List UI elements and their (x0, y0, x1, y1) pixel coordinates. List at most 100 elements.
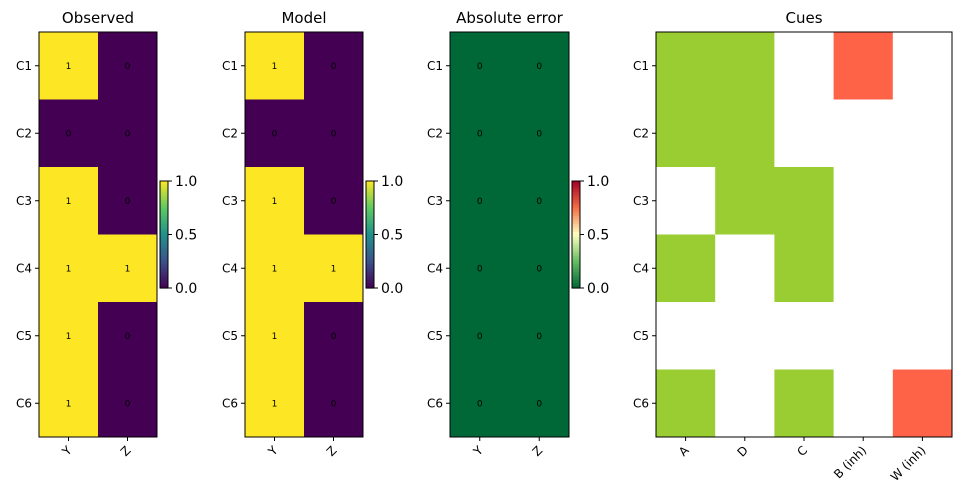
heatmap-cell (509, 369, 570, 438)
y-tick-label: C3 (633, 194, 649, 208)
colorbar-segment (572, 239, 580, 244)
heatmap-cell (833, 369, 894, 438)
colorbar-tick-label: 0.5 (175, 228, 197, 244)
colorbar-segment (160, 250, 168, 254)
colorbar-segment (366, 223, 374, 228)
colorbar-segment (366, 202, 374, 206)
heatmap-cell (656, 99, 716, 168)
cell-value-label: 0 (536, 197, 542, 207)
colorbar-segment (160, 274, 168, 278)
panel-1: Model 1 0 0 0 1 0 1 1 1 0 1 0 C1 C2 C3 C4 C5 C6 Y Z 0.0 0.5 1.0 (222, 9, 403, 459)
heatmap-cell (774, 302, 835, 370)
heatmap-cell (450, 32, 510, 100)
y-tick-label: C4 (222, 261, 238, 275)
x-tick-label: Y (265, 443, 281, 459)
colorbar-segment (160, 215, 168, 220)
colorbar-segment (366, 282, 374, 286)
y-tick-label: C6 (633, 396, 649, 410)
colorbar-tick-label: 0.5 (381, 228, 403, 244)
cell-value-label: 0 (536, 399, 542, 409)
heatmap-cell (833, 99, 894, 168)
y-tick-label: C3 (427, 194, 443, 208)
heatmap-cell (892, 167, 953, 235)
colorbar-segment (366, 261, 374, 265)
heatmap-cell (39, 32, 99, 100)
heatmap-cell (245, 32, 305, 100)
cell-value-label: 0 (477, 197, 483, 207)
colorbar-segment (160, 181, 168, 185)
cell-value-label: 1 (272, 62, 278, 72)
y-tick-label: C2 (633, 126, 649, 140)
colorbar-segment (160, 253, 168, 257)
y-tick-label: C6 (222, 396, 238, 410)
colorbar-segment (572, 285, 580, 289)
colorbar-segment (160, 282, 168, 286)
heatmap-cell (715, 302, 775, 370)
x-tick-label: C (794, 443, 810, 459)
colorbar-segment (366, 253, 374, 257)
heatmap-cell (98, 32, 158, 100)
colorbar-segment (366, 285, 374, 289)
heatmap-cell (715, 167, 775, 235)
cell-value-label: 0 (536, 129, 542, 139)
y-tick-label: C2 (427, 126, 443, 140)
colorbar-segment (366, 229, 374, 233)
colorbar-segment (160, 189, 168, 193)
colorbar-segment (366, 239, 374, 244)
heatmap-cell (245, 167, 305, 235)
y-tick-label: C5 (633, 329, 649, 343)
colorbar-segment (572, 234, 580, 238)
colorbar-segment (366, 207, 374, 212)
cell-value-label: 0 (125, 62, 131, 72)
colorbar-segment (160, 277, 168, 281)
colorbar-segment (572, 253, 580, 257)
y-tick-label: C1 (222, 59, 238, 73)
cell-value-label: 1 (125, 264, 131, 274)
colorbar-segment (160, 229, 168, 233)
colorbar-segment (572, 189, 580, 193)
colorbar-segment (572, 255, 580, 260)
colorbar-segment (160, 255, 168, 260)
colorbar-segment (572, 215, 580, 220)
colorbar-segment (160, 269, 168, 273)
colorbar-segment (572, 202, 580, 206)
colorbar-segment (366, 231, 374, 236)
colorbar-segment (366, 263, 374, 268)
heatmap-cell (892, 99, 953, 168)
heatmap-cell (833, 302, 894, 370)
colorbar-tick-label: 1.0 (587, 174, 609, 190)
colorbar-segment (572, 213, 580, 217)
cell-value-label: 0 (331, 197, 337, 207)
y-tick-label: C3 (16, 194, 32, 208)
colorbar-tick-label: 0.0 (175, 281, 197, 297)
cell-value-label: 1 (66, 332, 72, 342)
heatmap-cell (833, 234, 894, 303)
colorbar-segment (160, 237, 168, 241)
colorbar-segment (160, 202, 168, 206)
colorbar-segment (572, 191, 580, 195)
cell-value-label: 0 (66, 129, 72, 139)
colorbar-segment (572, 183, 580, 187)
cell-value-label: 1 (331, 264, 337, 274)
colorbar-segment (366, 199, 374, 203)
axes-frame (38, 31, 158, 438)
cell-value-label: 0 (536, 264, 542, 274)
cell-value-label: 1 (272, 332, 278, 342)
colorbar-segment (366, 218, 374, 222)
x-tick-label: Z (118, 443, 134, 459)
heatmap-cell (509, 167, 570, 235)
cell-value-label: 0 (125, 197, 131, 207)
colorbar-segment (366, 242, 374, 246)
cell-value-label: 0 (125, 399, 131, 409)
colorbar-tick-label: 0.0 (587, 281, 609, 297)
colorbar-segment (366, 247, 374, 252)
heatmap-cell (450, 369, 510, 438)
heatmap-cell (656, 32, 716, 100)
colorbar-segment (572, 186, 580, 190)
y-tick-label: C4 (633, 261, 649, 275)
colorbar-segment (366, 181, 374, 185)
heatmap-cell (774, 99, 835, 168)
colorbar-segment (160, 191, 168, 195)
x-tick-label: B (inh) (831, 443, 869, 481)
